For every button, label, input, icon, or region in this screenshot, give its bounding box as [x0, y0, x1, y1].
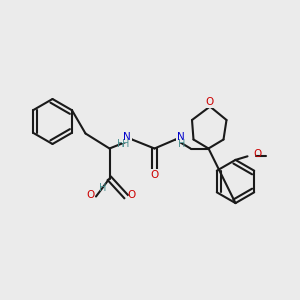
Text: O: O [128, 190, 136, 200]
Text: H: H [99, 183, 106, 193]
Text: N: N [123, 132, 130, 142]
Text: H: H [122, 139, 129, 149]
Text: H: H [117, 139, 124, 149]
Text: O: O [206, 97, 214, 107]
Text: H: H [178, 139, 186, 149]
Text: O: O [150, 170, 159, 180]
Text: O: O [253, 149, 261, 159]
Text: O: O [86, 190, 94, 200]
Text: N: N [177, 132, 185, 142]
